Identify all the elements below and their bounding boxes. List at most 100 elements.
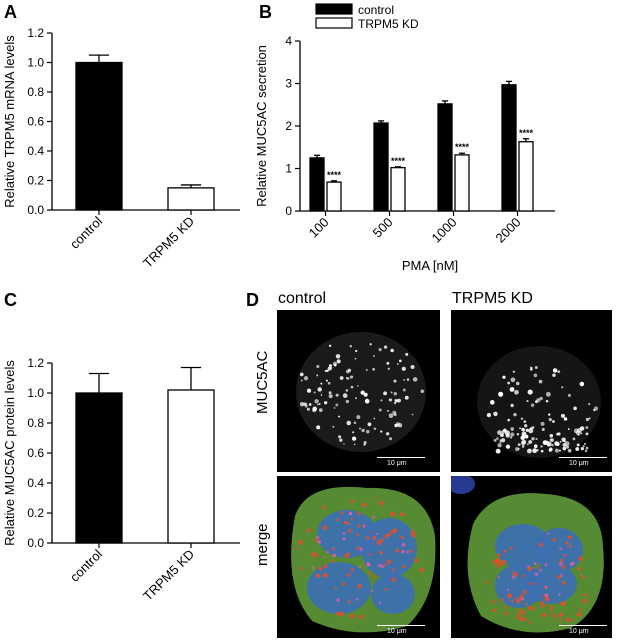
granule: [561, 580, 566, 586]
micrograph-trpm5kd-muc5ac: 10 μm: [451, 310, 612, 472]
legend-label: TRPM5 KD: [358, 17, 419, 31]
granule: [507, 588, 510, 592]
granule: [497, 576, 501, 579]
y-tick-label: 1.2: [27, 26, 44, 40]
y-axis-label: Relative MUC5AC secretion: [254, 45, 269, 207]
granule: [393, 528, 398, 533]
granule: [326, 550, 329, 554]
granule: [393, 379, 397, 383]
granule: [409, 549, 414, 553]
granule: [515, 381, 520, 386]
granule: [322, 525, 328, 530]
granule: [552, 420, 555, 423]
chart-b-muc5ac-secretion: 0 1 2 3 4 Relative MUC5AC secretion **** 100 ***…: [254, 3, 555, 273]
nucleus: [525, 564, 577, 604]
granule: [314, 399, 319, 404]
column-title-control: control: [278, 290, 327, 307]
granule: [356, 533, 360, 537]
granule: [580, 446, 585, 451]
granule: [579, 608, 583, 612]
granule: [521, 439, 527, 445]
granule: [318, 402, 321, 405]
granule: [562, 443, 567, 447]
granule: [353, 421, 357, 425]
granule: [539, 569, 543, 573]
y-axis-label: Relative TRPM5 mRNA levels: [2, 35, 17, 208]
granule: [579, 426, 585, 431]
granule: [526, 443, 529, 446]
granule: [383, 391, 388, 396]
granule: [492, 608, 495, 612]
granule: [339, 438, 343, 442]
granule: [401, 366, 406, 371]
granule: [419, 567, 424, 573]
granule: [578, 556, 583, 561]
panel-letter-c: C: [4, 290, 17, 310]
granule: [350, 517, 354, 521]
granule: [567, 617, 571, 621]
nucleus: [451, 476, 475, 494]
granule: [341, 581, 346, 587]
x-tick-label: TRPM5 KD: [140, 547, 197, 604]
granule: [378, 500, 384, 506]
granule: [540, 445, 543, 448]
granule: [323, 564, 328, 569]
granule: [401, 542, 406, 547]
panel-letter-b: B: [259, 2, 272, 22]
granule: [323, 401, 328, 405]
granule: [368, 553, 372, 557]
granule: [400, 535, 404, 539]
granule: [386, 559, 392, 565]
granule: [400, 512, 405, 517]
granule: [328, 394, 333, 399]
granule: [328, 391, 332, 395]
granule: [328, 344, 332, 348]
granule: [348, 511, 353, 516]
panel-letter-d: D: [246, 290, 259, 310]
granule: [519, 609, 523, 613]
granule: [571, 619, 575, 623]
granule: [535, 437, 538, 441]
granule: [585, 432, 589, 436]
granule: [561, 386, 564, 389]
granule: [520, 616, 525, 621]
granule: [370, 531, 373, 534]
granule: [369, 343, 372, 346]
granule: [298, 539, 302, 544]
granule: [384, 588, 388, 591]
granule: [548, 418, 552, 422]
granule: [398, 359, 402, 363]
x-axis-label: PMA [nM]: [402, 258, 458, 273]
granule: [357, 511, 361, 516]
granule: [513, 412, 517, 417]
x-tick-label: control: [67, 546, 105, 584]
granule: [510, 600, 514, 603]
granule: [347, 600, 351, 604]
granule: [538, 379, 543, 384]
granule: [320, 382, 323, 385]
granule: [328, 364, 333, 368]
granule: [544, 596, 550, 602]
granule: [316, 535, 320, 540]
granule: [552, 373, 556, 377]
y-tick-label: 1.0: [27, 386, 44, 400]
granule: [490, 599, 496, 604]
granule: [345, 377, 348, 379]
granule: [300, 379, 303, 382]
granule: [522, 574, 525, 577]
granule: [356, 546, 360, 550]
granule: [361, 428, 365, 433]
granule: [317, 387, 322, 392]
granule: [342, 393, 348, 398]
granule: [510, 403, 514, 408]
granule: [578, 613, 582, 617]
y-tick-label: 0.0: [27, 203, 44, 217]
bar: [309, 157, 325, 212]
granule: [549, 605, 555, 611]
granule: [495, 448, 501, 454]
y-tick-label: 0.2: [27, 174, 44, 188]
granule: [385, 432, 390, 436]
granule: [326, 369, 329, 373]
granule: [552, 537, 557, 542]
granule: [377, 563, 382, 568]
